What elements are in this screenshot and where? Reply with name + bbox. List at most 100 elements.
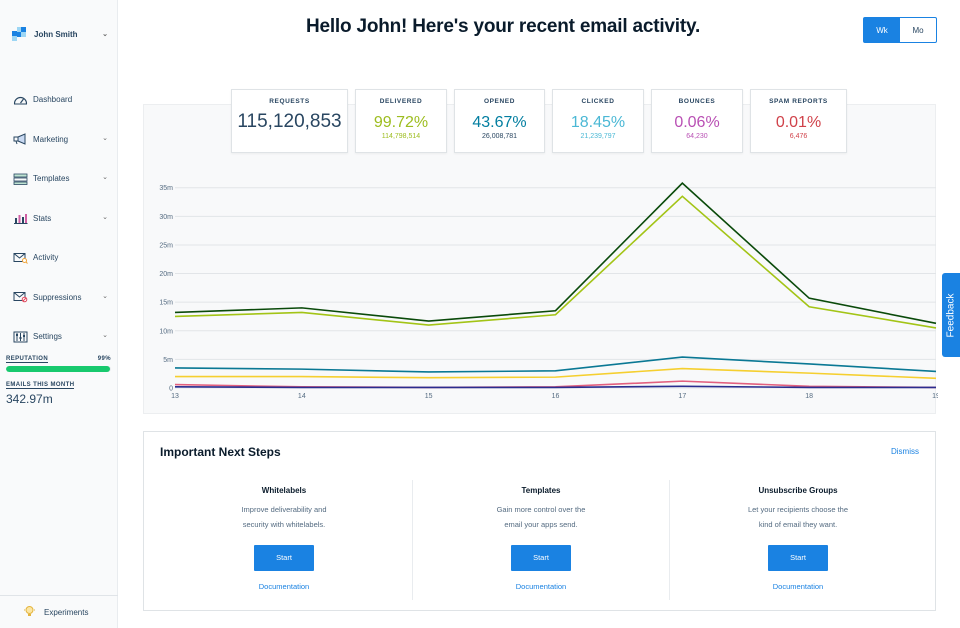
user-name: John Smith — [34, 29, 78, 39]
step-unsubscribe-groups: Unsubscribe Groups Let your recipients c… — [670, 480, 926, 600]
next-steps-title: Important Next Steps — [160, 445, 281, 459]
unsubscribe-groups-documentation-link[interactable]: Documentation — [772, 582, 824, 591]
whitelabels-documentation-link[interactable]: Documentation — [258, 582, 310, 591]
sidebar-item-activity[interactable]: Activity — [0, 238, 118, 278]
stat-delivered[interactable]: DELIVERED 99.72% 114,798,514 — [355, 89, 447, 153]
step-description: Let your recipients choose the kind of em… — [738, 502, 858, 532]
templates-documentation-link[interactable]: Documentation — [515, 582, 567, 591]
feedback-tab[interactable]: Feedback — [942, 273, 960, 357]
step-description-line: Gain more control over the — [496, 505, 586, 514]
whitelabels-start-button[interactable]: Start — [254, 545, 314, 571]
sidebar-item-stats[interactable]: Stats ⌄ — [0, 199, 118, 239]
step-description-line: email your apps send. — [504, 520, 578, 529]
sidebar-item-label: Templates — [33, 174, 70, 184]
x-tick-label: 15 — [425, 393, 433, 400]
reputation-value: 99% — [97, 356, 111, 362]
stats-row: REQUESTS 115,120,853 DELIVERED 99.72% 11… — [0, 89, 960, 154]
email-activity-chart: 0 5m 10m 15m 20m 25m 30m 35m 13 14 15 16 17 18 19 — [159, 182, 938, 400]
stat-value: 43.67% — [472, 114, 527, 131]
templates-start-button[interactable]: Start — [511, 545, 571, 571]
experiments-button[interactable]: Experiments — [0, 595, 118, 628]
user-menu[interactable]: John Smith ⌄ — [12, 24, 112, 44]
next-steps-card: Important Next Steps Dismiss Whitelabels… — [143, 431, 936, 611]
stat-opened[interactable]: OPENED 43.67% 26,008,781 — [454, 89, 545, 153]
stat-spam-reports[interactable]: SPAM REPORTS 0.01% 6,476 — [750, 89, 847, 153]
step-description-line: kind of email they want. — [758, 520, 838, 529]
y-tick-label: 15m — [159, 300, 173, 307]
reputation-block: REPUTATION 99% EMAILS THIS MONTH 342.97m — [6, 356, 111, 406]
sidebar: John Smith ⌄ Dashboard Marketing ⌄ Templ… — [0, 0, 118, 628]
y-tick-label: 0 — [169, 386, 173, 393]
logo-icon — [12, 27, 26, 41]
sidebar-item-label: Stats — [33, 213, 52, 223]
template-icon — [12, 173, 28, 185]
step-description-line: Improve deliverability and — [241, 505, 327, 514]
envelope-block-icon — [12, 291, 28, 303]
stat-label: SPAM REPORTS — [769, 98, 828, 105]
month-toggle-button[interactable]: Mo — [912, 25, 924, 35]
page-title: Hello John! Here's your recent email act… — [305, 16, 701, 37]
series-line-1 — [174, 195, 937, 329]
chevron-down-icon: ⌄ — [102, 134, 108, 142]
stat-requests[interactable]: REQUESTS 115,120,853 — [231, 89, 348, 153]
bar-chart-icon — [12, 212, 28, 225]
sidebar-item-label: Settings — [33, 332, 62, 342]
sidebar-item-dashboard[interactable]: Dashboard — [0, 80, 118, 120]
megaphone-icon — [12, 133, 28, 146]
y-tick-label: 5m — [163, 357, 173, 364]
x-tick-label: 18 — [805, 393, 813, 400]
step-title: Whitelabels — [261, 486, 307, 495]
x-tick-label: 19 — [932, 393, 938, 400]
y-tick-label: 35m — [159, 185, 173, 192]
envelope-search-icon — [12, 252, 28, 264]
x-tick-label: 16 — [552, 393, 560, 400]
stat-value: 0.06% — [674, 114, 720, 131]
series-line-3 — [175, 367, 937, 380]
stat-value: 18.45% — [570, 114, 626, 131]
stat-label: OPENED — [483, 98, 516, 105]
chevron-down-icon: ⌄ — [102, 332, 108, 339]
feedback-label: Feedback — [945, 293, 957, 337]
sliders-icon — [12, 331, 28, 343]
stat-label: BOUNCES — [678, 98, 716, 105]
reputation-bar-fill — [6, 366, 110, 372]
stat-clicked[interactable]: CLICKED 18.45% 21,239,797 — [552, 89, 644, 153]
stat-bounces[interactable]: BOUNCES 0.06% 64,230 — [651, 89, 743, 153]
step-description-line: security with whitelabels. — [242, 520, 326, 529]
stat-sub: 6,476 — [789, 133, 808, 140]
y-tick-label: 25m — [159, 242, 173, 249]
experiments-label: Experiments — [44, 607, 89, 617]
x-tick-label: 17 — [678, 393, 686, 400]
emails-this-month-value: 342.97m — [6, 392, 53, 406]
y-tick-label: 10m — [159, 328, 173, 335]
stat-sub: 21,239,797 — [580, 133, 616, 140]
sidebar-item-suppressions[interactable]: Suppressions ⌄ — [0, 278, 118, 318]
chevron-down-icon: ⌄ — [102, 213, 108, 221]
stat-label: CLICKED — [581, 98, 615, 105]
lightbulb-icon — [24, 605, 35, 620]
x-tick-label: 13 — [171, 393, 179, 400]
sidebar-item-templates[interactable]: Templates ⌄ — [0, 159, 118, 199]
sidebar-item-label: Marketing — [33, 134, 69, 144]
sidebar-item-settings[interactable]: Settings ⌄ — [0, 317, 118, 357]
emails-this-month-label: EMAILS THIS MONTH — [6, 382, 75, 389]
stat-value: 99.72% — [373, 114, 429, 131]
step-whitelabels: Whitelabels Improve deliverability and se… — [156, 480, 413, 600]
stat-value: 115,120,853 — [237, 111, 342, 132]
chevron-down-icon: ⌄ — [102, 174, 108, 181]
next-steps-list: Whitelabels Improve deliverability and se… — [156, 480, 926, 600]
chevron-down-icon: ⌄ — [102, 292, 108, 300]
stat-sub: 26,008,781 — [481, 133, 518, 140]
dismiss-link[interactable]: Dismiss — [891, 447, 919, 456]
stat-sub: 114,798,514 — [381, 133, 421, 140]
stat-sub: 64,230 — [686, 133, 708, 140]
series-line-5 — [174, 385, 936, 389]
stat-label: REQUESTS — [269, 98, 310, 105]
chart-panel — [143, 104, 936, 414]
week-toggle-button[interactable]: Wk — [864, 18, 900, 42]
chevron-down-icon: ⌄ — [102, 31, 108, 38]
stat-label: DELIVERED — [379, 98, 423, 105]
unsubscribe-groups-start-button[interactable]: Start — [768, 545, 828, 571]
sidebar-item-marketing[interactable]: Marketing ⌄ — [0, 120, 118, 160]
step-templates: Templates Gain more control over the emai… — [413, 480, 670, 600]
